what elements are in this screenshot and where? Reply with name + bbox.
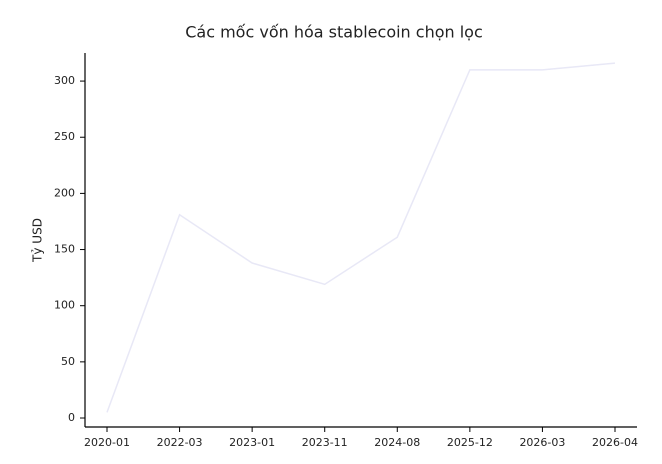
y-tick-label: 100 [54,299,75,312]
x-tick-label: 2025-12 [447,436,493,449]
x-tick-label: 2023-01 [229,436,275,449]
x-tick-label: 2026-04 [592,436,638,449]
y-tick-label: 300 [54,74,75,87]
x-tick-label: 2023-11 [302,436,348,449]
x-tick-label: 2024-08 [374,436,420,449]
y-tick-label: 200 [54,186,75,199]
x-tick-label: 2026-03 [519,436,565,449]
data-line [106,62,616,413]
x-tick-label: 2022-03 [157,436,203,449]
chart-title: Các mốc vốn hóa stablecoin chọn lọc [185,23,483,42]
x-tick-label: 2020-01 [84,436,130,449]
y-tick-label: 150 [54,243,75,256]
y-axis-label: Tỷ USD [31,218,45,263]
y-tick-label: 50 [61,355,75,368]
y-tick-label: 0 [68,411,75,424]
y-tick-label: 250 [54,130,75,143]
